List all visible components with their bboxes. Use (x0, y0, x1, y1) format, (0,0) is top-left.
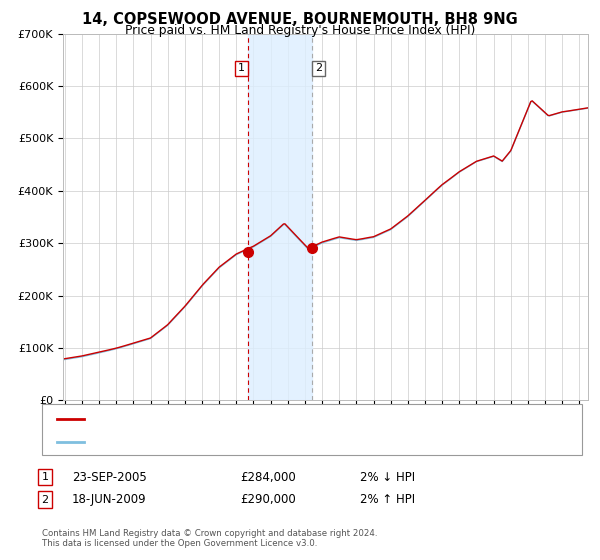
Text: 2% ↓ HPI: 2% ↓ HPI (360, 470, 415, 484)
Text: 23-SEP-2005: 23-SEP-2005 (72, 470, 147, 484)
Text: 2: 2 (41, 494, 49, 505)
Text: Price paid vs. HM Land Registry's House Price Index (HPI): Price paid vs. HM Land Registry's House … (125, 24, 475, 36)
Text: HPI: Average price, detached house, Bournemouth Christchurch and Poole: HPI: Average price, detached house, Bour… (90, 437, 478, 447)
Bar (248, 34, 312, 400)
Text: 1: 1 (238, 63, 245, 73)
Text: 14, COPSEWOOD AVENUE, BOURNEMOUTH, BH8 9NG (detached house): 14, COPSEWOOD AVENUE, BOURNEMOUTH, BH8 9… (90, 414, 463, 424)
Text: £284,000: £284,000 (240, 470, 296, 484)
Text: 18-JUN-2009: 18-JUN-2009 (72, 493, 146, 506)
Text: £290,000: £290,000 (240, 493, 296, 506)
Text: 1: 1 (41, 472, 49, 482)
Text: 2% ↑ HPI: 2% ↑ HPI (360, 493, 415, 506)
Text: 14, COPSEWOOD AVENUE, BOURNEMOUTH, BH8 9NG: 14, COPSEWOOD AVENUE, BOURNEMOUTH, BH8 9… (82, 12, 518, 27)
Text: Contains HM Land Registry data © Crown copyright and database right 2024.
This d: Contains HM Land Registry data © Crown c… (42, 529, 377, 548)
Text: 2: 2 (314, 63, 322, 73)
